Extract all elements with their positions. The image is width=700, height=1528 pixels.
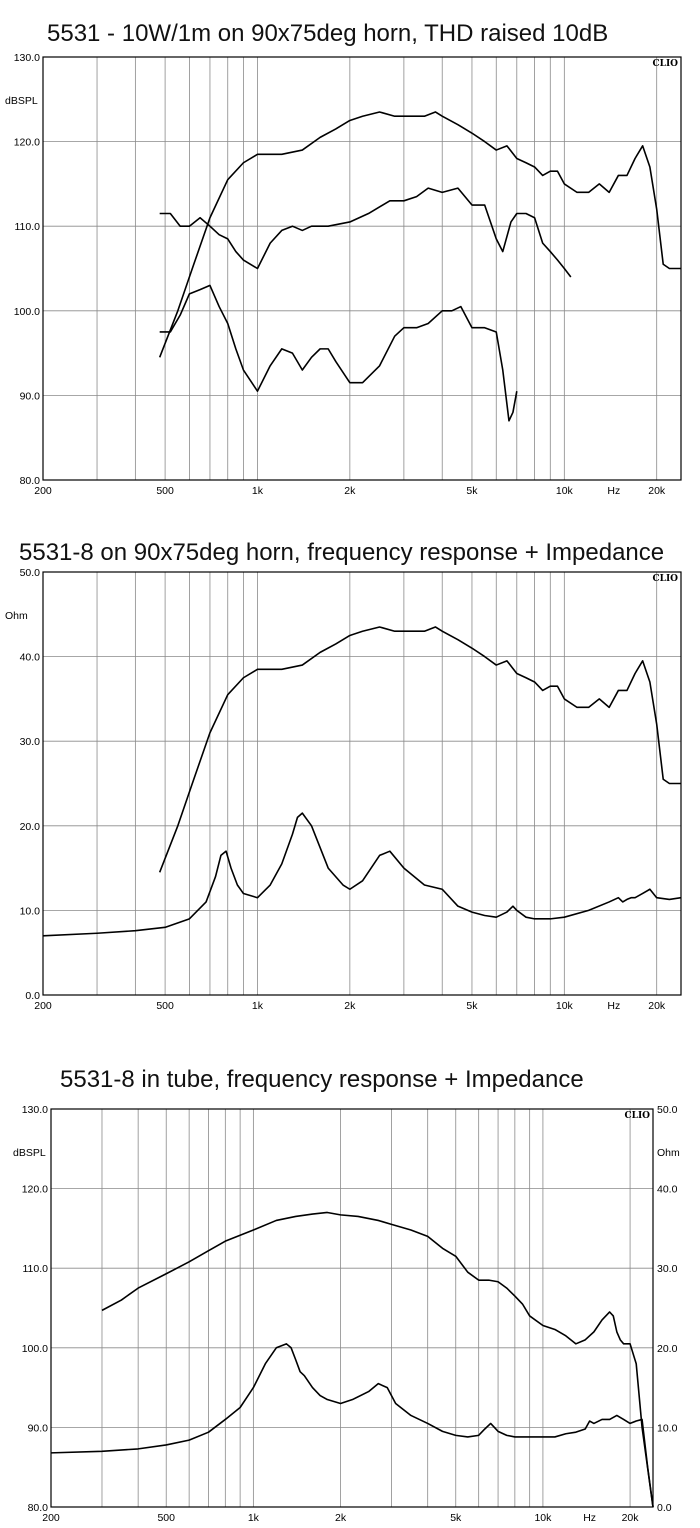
chart2-plot: 0.0 10.0 20.0 30.0 40.0 50.0 Ohm 200 500 1k 2k 5k 10… — [5, 567, 682, 1012]
x-tick-label: 5k — [466, 1000, 478, 1012]
y-tick-label: 130.0 — [22, 1104, 48, 1116]
x-tick-label: 1k — [252, 1000, 264, 1012]
y-axis-label: Ohm — [5, 610, 28, 622]
y-tick-label: 20.0 — [20, 821, 41, 833]
y2-tick-label: 10.0 — [657, 1422, 678, 1434]
chart3-title: 5531-8 in tube, frequency response + Imp… — [60, 1066, 584, 1093]
series-line — [159, 284, 518, 422]
x-tick-label: Hz — [607, 485, 620, 497]
x-tick-label: 500 — [156, 1000, 174, 1012]
x-tick-label: 5k — [466, 485, 478, 497]
series-line — [158, 626, 681, 873]
x-tick-label: 2k — [344, 1000, 356, 1012]
y-tick-label: 80.0 — [20, 475, 41, 487]
x-tick-label: 2k — [335, 1512, 347, 1524]
y-tick-label: 80.0 — [28, 1502, 49, 1514]
series-line — [50, 1343, 654, 1508]
y2-tick-label: 40.0 — [657, 1184, 678, 1196]
y-tick-label: 10.0 — [20, 905, 41, 917]
y2-tick-label: 20.0 — [657, 1343, 678, 1355]
x-tick-label: 200 — [34, 485, 52, 497]
series-line — [159, 187, 572, 278]
y2-tick-label: 0.0 — [657, 1502, 672, 1514]
x-tick-label: 10k — [534, 1512, 552, 1524]
x-tick-label: 2k — [344, 485, 356, 497]
series-line — [158, 111, 681, 358]
chart1-title: 5531 - 10W/1m on 90x75deg horn, THD rais… — [47, 20, 609, 47]
y-tick-label: 130.0 — [14, 52, 40, 64]
clio-logo: CLIO — [652, 574, 678, 584]
y2-tick-label: 50.0 — [657, 1104, 678, 1116]
y-tick-label: 50.0 — [20, 567, 41, 579]
x-tick-label: Hz — [607, 1000, 620, 1012]
clio-logo: CLIO — [624, 1111, 650, 1121]
chart3-plot: 80.0 90.0 100.0 110.0 120.0 130.0 dBSPL 0.0 10.0… — [13, 1104, 680, 1524]
x-tick-label: 500 — [157, 1512, 175, 1524]
y2-tick-label: 30.0 — [657, 1263, 678, 1275]
x-tick-label: 200 — [42, 1512, 60, 1524]
x-tick-label: Hz — [583, 1512, 596, 1524]
series-line — [101, 1211, 654, 1508]
series-line — [42, 812, 682, 937]
x-tick-label: 10k — [556, 1000, 574, 1012]
x-tick-label: 5k — [450, 1512, 462, 1524]
y-tick-label: 100.0 — [22, 1343, 48, 1355]
chart2-title: 5531-8 on 90x75deg horn, frequency respo… — [19, 539, 665, 566]
y-tick-label: 0.0 — [25, 990, 40, 1002]
x-tick-label: 10k — [556, 485, 574, 497]
y-tick-label: 30.0 — [20, 736, 41, 748]
y-tick-label: 110.0 — [15, 221, 41, 233]
y-axis-label: dBSPL — [13, 1147, 46, 1159]
x-tick-label: 20k — [648, 485, 666, 497]
x-tick-label: 500 — [156, 485, 174, 497]
plot-frame — [50, 1108, 654, 1508]
x-tick-label: 20k — [648, 1000, 666, 1012]
x-tick-label: 200 — [34, 1000, 52, 1012]
x-tick-label: 1k — [248, 1512, 260, 1524]
chart1-plot: 80.0 90.0 100.0 110.0 120.0 130.0 dBSPL 200 500 1… — [5, 52, 682, 497]
y-tick-label: 110.0 — [23, 1263, 49, 1275]
y-tick-label: 100.0 — [14, 306, 40, 318]
y-tick-label: 120.0 — [14, 137, 40, 149]
y-tick-label: 90.0 — [20, 390, 41, 402]
plot-frame — [42, 56, 682, 481]
x-tick-label: 1k — [252, 485, 264, 497]
x-tick-label: 20k — [622, 1512, 640, 1524]
y2-axis-label: Ohm — [657, 1147, 680, 1159]
plot-frame — [42, 571, 682, 996]
y-tick-label: 90.0 — [28, 1422, 49, 1434]
y-tick-label: 120.0 — [22, 1184, 48, 1196]
y-tick-label: 40.0 — [20, 652, 41, 664]
clio-logo: CLIO — [652, 59, 678, 69]
y-axis-label: dBSPL — [5, 95, 38, 107]
